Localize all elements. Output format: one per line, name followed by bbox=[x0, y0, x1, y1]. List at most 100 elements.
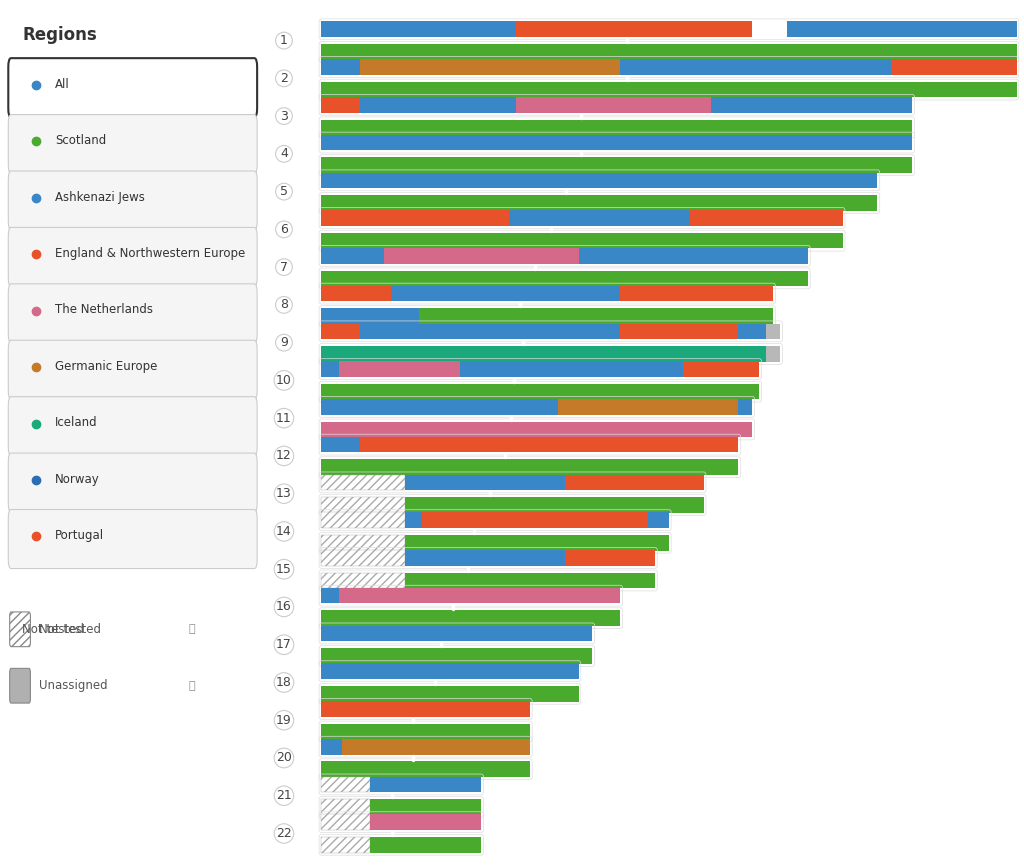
FancyBboxPatch shape bbox=[8, 115, 257, 174]
Text: 7: 7 bbox=[280, 260, 288, 273]
Text: 14: 14 bbox=[276, 525, 292, 538]
Text: 19: 19 bbox=[276, 713, 292, 727]
FancyBboxPatch shape bbox=[322, 59, 359, 75]
FancyBboxPatch shape bbox=[370, 799, 481, 815]
Text: Ashkenazi Jews: Ashkenazi Jews bbox=[55, 191, 145, 203]
FancyBboxPatch shape bbox=[322, 610, 621, 626]
FancyBboxPatch shape bbox=[322, 573, 404, 589]
FancyBboxPatch shape bbox=[322, 535, 404, 550]
FancyBboxPatch shape bbox=[359, 324, 621, 339]
FancyBboxPatch shape bbox=[8, 171, 257, 230]
FancyBboxPatch shape bbox=[322, 626, 593, 641]
Text: 13: 13 bbox=[276, 487, 292, 500]
FancyBboxPatch shape bbox=[322, 777, 370, 792]
FancyBboxPatch shape bbox=[322, 22, 516, 37]
FancyBboxPatch shape bbox=[322, 724, 529, 740]
FancyBboxPatch shape bbox=[621, 324, 738, 339]
FancyBboxPatch shape bbox=[509, 210, 690, 226]
Text: England & Northwestern Europe: England & Northwestern Europe bbox=[55, 247, 246, 260]
FancyBboxPatch shape bbox=[322, 135, 912, 150]
FancyBboxPatch shape bbox=[9, 668, 31, 703]
FancyBboxPatch shape bbox=[766, 324, 780, 339]
Text: 6: 6 bbox=[280, 223, 288, 236]
Text: 22: 22 bbox=[276, 827, 292, 840]
FancyBboxPatch shape bbox=[558, 399, 738, 415]
FancyBboxPatch shape bbox=[322, 588, 339, 603]
FancyBboxPatch shape bbox=[404, 535, 669, 550]
FancyBboxPatch shape bbox=[322, 550, 404, 566]
FancyBboxPatch shape bbox=[690, 210, 843, 226]
FancyBboxPatch shape bbox=[359, 97, 516, 113]
Text: 9: 9 bbox=[280, 336, 288, 349]
FancyBboxPatch shape bbox=[404, 573, 655, 589]
Text: 3: 3 bbox=[280, 109, 288, 122]
FancyBboxPatch shape bbox=[579, 248, 808, 264]
Text: The Netherlands: The Netherlands bbox=[55, 304, 154, 316]
Text: 8: 8 bbox=[280, 299, 288, 312]
FancyBboxPatch shape bbox=[322, 195, 878, 211]
FancyBboxPatch shape bbox=[322, 512, 404, 528]
FancyBboxPatch shape bbox=[322, 44, 1017, 60]
FancyBboxPatch shape bbox=[621, 286, 773, 301]
FancyBboxPatch shape bbox=[322, 210, 509, 226]
Text: 18: 18 bbox=[276, 676, 292, 689]
FancyBboxPatch shape bbox=[564, 475, 703, 490]
Text: Unassigned: Unassigned bbox=[39, 680, 108, 692]
FancyBboxPatch shape bbox=[322, 173, 878, 188]
FancyBboxPatch shape bbox=[8, 453, 257, 512]
FancyBboxPatch shape bbox=[322, 286, 391, 301]
FancyBboxPatch shape bbox=[342, 739, 529, 754]
FancyBboxPatch shape bbox=[322, 384, 760, 399]
Text: 11: 11 bbox=[276, 411, 292, 424]
FancyBboxPatch shape bbox=[322, 739, 342, 754]
FancyBboxPatch shape bbox=[322, 437, 359, 452]
Text: Iceland: Iceland bbox=[55, 417, 98, 429]
Text: 16: 16 bbox=[276, 601, 292, 614]
FancyBboxPatch shape bbox=[322, 324, 359, 339]
FancyBboxPatch shape bbox=[322, 837, 370, 852]
FancyBboxPatch shape bbox=[322, 271, 808, 286]
FancyBboxPatch shape bbox=[322, 497, 404, 513]
Text: ⓘ: ⓘ bbox=[188, 681, 195, 691]
FancyBboxPatch shape bbox=[621, 59, 891, 75]
FancyBboxPatch shape bbox=[322, 648, 593, 664]
Text: 10: 10 bbox=[276, 374, 292, 387]
Text: 17: 17 bbox=[276, 638, 292, 651]
Text: Germanic Europe: Germanic Europe bbox=[55, 360, 158, 372]
Text: 1: 1 bbox=[280, 34, 288, 47]
FancyBboxPatch shape bbox=[359, 437, 738, 452]
FancyBboxPatch shape bbox=[322, 459, 738, 475]
FancyBboxPatch shape bbox=[8, 58, 257, 117]
FancyBboxPatch shape bbox=[787, 22, 1017, 37]
FancyBboxPatch shape bbox=[322, 701, 529, 717]
FancyBboxPatch shape bbox=[404, 497, 703, 513]
FancyBboxPatch shape bbox=[322, 120, 912, 135]
Text: Portugal: Portugal bbox=[55, 529, 104, 542]
FancyBboxPatch shape bbox=[322, 346, 766, 362]
FancyBboxPatch shape bbox=[339, 588, 621, 603]
FancyBboxPatch shape bbox=[766, 346, 780, 362]
FancyBboxPatch shape bbox=[322, 308, 419, 324]
Text: 21: 21 bbox=[276, 789, 292, 802]
Text: 4: 4 bbox=[280, 148, 288, 161]
FancyBboxPatch shape bbox=[322, 97, 359, 113]
Text: 15: 15 bbox=[276, 562, 292, 575]
FancyBboxPatch shape bbox=[322, 248, 384, 264]
FancyBboxPatch shape bbox=[404, 550, 564, 566]
FancyBboxPatch shape bbox=[370, 777, 481, 792]
FancyBboxPatch shape bbox=[8, 284, 257, 343]
FancyBboxPatch shape bbox=[738, 324, 766, 339]
FancyBboxPatch shape bbox=[370, 814, 481, 830]
FancyBboxPatch shape bbox=[370, 837, 481, 852]
FancyBboxPatch shape bbox=[419, 308, 773, 324]
Text: Scotland: Scotland bbox=[55, 135, 106, 147]
Text: Regions: Regions bbox=[23, 26, 97, 44]
FancyBboxPatch shape bbox=[322, 814, 370, 830]
Text: Norway: Norway bbox=[55, 473, 100, 485]
FancyBboxPatch shape bbox=[8, 340, 257, 399]
FancyBboxPatch shape bbox=[404, 475, 564, 490]
FancyBboxPatch shape bbox=[738, 399, 753, 415]
FancyBboxPatch shape bbox=[516, 22, 753, 37]
Text: 5: 5 bbox=[280, 185, 288, 198]
FancyBboxPatch shape bbox=[8, 510, 257, 569]
